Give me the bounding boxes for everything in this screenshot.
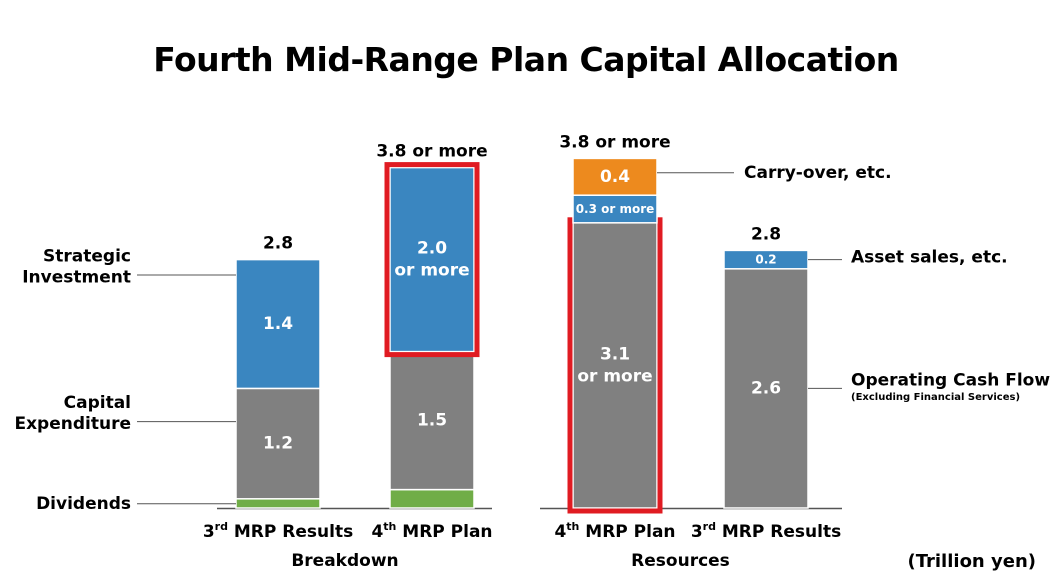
legend-carry-over: Carry-over, etc.: [744, 163, 892, 183]
category-label: 4th MRP Plan: [554, 520, 675, 543]
highlight-box: [384, 162, 480, 358]
unit-label: (Trillion yen): [907, 551, 1036, 572]
bar-segment: [572, 157, 658, 196]
total-label: 2.8: [751, 224, 781, 244]
category-label: 3rd MRP Results: [691, 520, 841, 543]
bar-segment: [235, 387, 321, 500]
bar-segment: [389, 166, 475, 353]
bar-segment: [235, 498, 321, 509]
segment-label: 3.1 or more: [577, 344, 652, 386]
legend-label: Capital Expenditure: [14, 393, 131, 434]
chart-title: Fourth Mid-Range Plan Capital Allocation: [153, 40, 899, 79]
category-label: 4th MRP Plan: [371, 520, 492, 543]
segment-label: 0.3 or more: [576, 202, 655, 216]
legend-label: Strategic Investment: [22, 247, 131, 288]
panel-label-resources: Resources: [631, 551, 730, 571]
total-label: 3.8 or more: [559, 132, 670, 152]
bar-segment: [572, 194, 658, 224]
category-label: 3rd MRP Results: [203, 520, 353, 543]
total-label: 2.8: [263, 234, 293, 254]
total-label: 3.8 or more: [376, 142, 487, 162]
segment-label: 0.2: [755, 253, 776, 267]
bar-segment: [235, 258, 321, 390]
segment-label: 0.4: [600, 167, 630, 187]
legend-operating-cf: Operating Cash Flow: [851, 370, 1050, 390]
segment-label: 1.2: [263, 434, 293, 454]
bar-segment: [389, 488, 475, 509]
segment-label: 2.0 or more: [394, 239, 469, 281]
bar-segment: [572, 222, 658, 509]
segment-label: 2.6: [751, 378, 781, 398]
segment-label: 1.5: [417, 411, 447, 431]
legend-operating-cf-note: (Excluding Financial Services): [851, 392, 1020, 403]
legend-label: Dividends: [36, 494, 131, 514]
segment-label: 1.4: [263, 314, 293, 334]
bar-segment: [389, 350, 475, 491]
panel-label-breakdown: Breakdown: [291, 551, 398, 571]
legend-asset-sales: Asset sales, etc.: [851, 248, 1008, 268]
bar-segment: [723, 268, 809, 509]
